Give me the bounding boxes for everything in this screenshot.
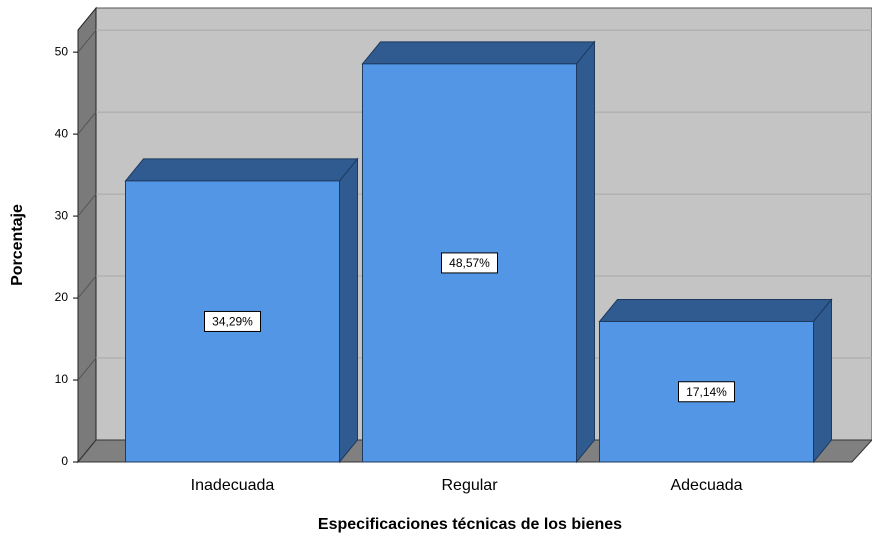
bar-group: 34,29% — [124, 157, 359, 464]
y-tick-label: 0 — [61, 454, 68, 468]
grid-line — [77, 357, 97, 381]
value-label-box — [441, 252, 498, 274]
y-tick-label: 40 — [55, 126, 69, 140]
bar-top — [598, 298, 833, 322]
bar-top — [124, 158, 359, 182]
value-label-box — [678, 381, 735, 403]
x-tick-label: Regular — [441, 477, 498, 494]
value-label: 48,57% — [449, 256, 490, 270]
bar-top — [361, 41, 596, 65]
bar-side — [339, 157, 358, 464]
bar-side — [813, 298, 832, 464]
y-axis-title: Porcentaje — [9, 204, 26, 286]
bar-side — [576, 40, 595, 464]
value-label-box — [204, 310, 261, 332]
grid-line — [77, 111, 97, 135]
grid-line — [77, 275, 97, 299]
y-tick-label: 50 — [55, 44, 69, 58]
bars: 34,29% 48,57% 17,14% — [124, 40, 833, 464]
y-tick-label: 20 — [55, 290, 69, 304]
value-label: 34,29% — [212, 315, 253, 329]
bar-group: 48,57% — [361, 40, 596, 464]
x-tick-label: Adecuada — [670, 477, 742, 494]
value-label: 17,14% — [686, 385, 727, 399]
grid-line — [77, 193, 97, 217]
grid-line — [77, 29, 97, 53]
x-axis-title: Especificaciones técnicas de los bienes — [318, 516, 622, 533]
x-tick-label: Inadecuada — [191, 477, 275, 494]
y-tick-label: 10 — [55, 372, 69, 386]
y-tick-label: 30 — [55, 208, 69, 222]
bar-group: 17,14% — [598, 298, 833, 464]
left-wall — [77, 6, 97, 464]
